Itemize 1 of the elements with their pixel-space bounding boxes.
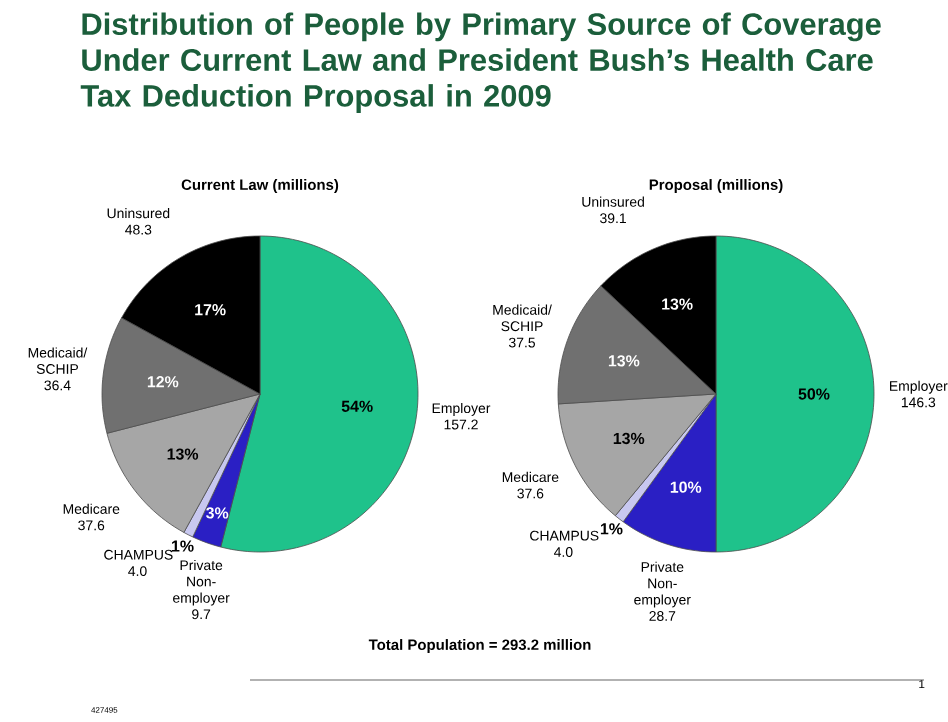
- chart-title: Distribution of People by Primary Source of Coverage Under Current Law and President Bush’s Health Care Tax Deduction Proposal in 2009: [80, 12, 881, 113]
